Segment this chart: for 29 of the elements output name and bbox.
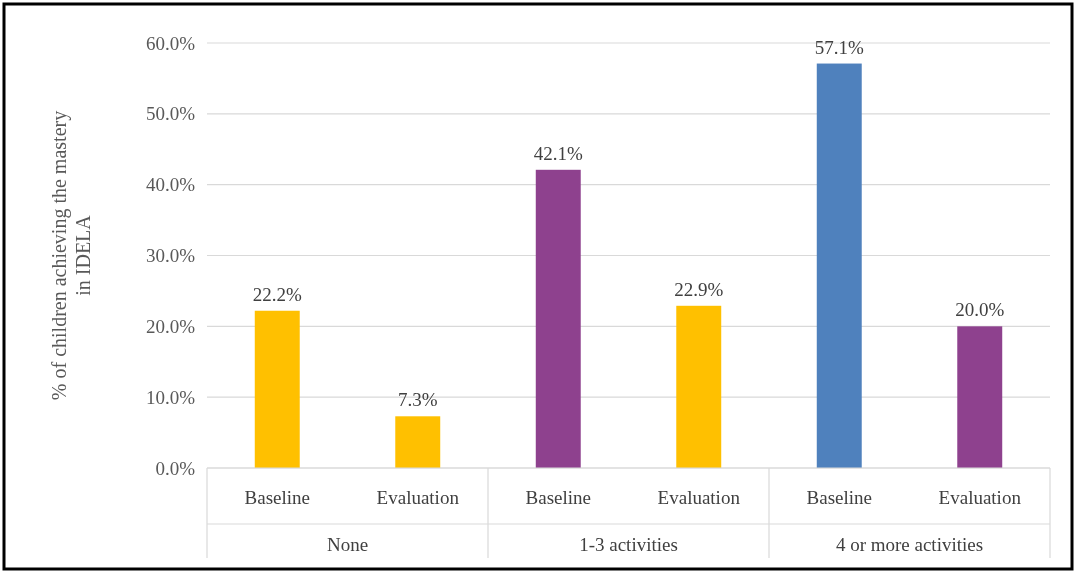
text: None bbox=[326, 534, 369, 555]
bar bbox=[395, 416, 441, 468]
data-label: 57.1% bbox=[814, 36, 864, 58]
y-tick-label: 30.0% bbox=[145, 245, 196, 267]
bar bbox=[957, 326, 1003, 468]
x-tick-label: Baseline bbox=[525, 487, 591, 508]
bar bbox=[816, 63, 862, 468]
text: 4 or more activities bbox=[835, 534, 984, 555]
y-tick-label: 60.0% bbox=[145, 32, 196, 54]
x-tick-label: Evaluation bbox=[938, 487, 1022, 508]
y-tick-label: 40.0% bbox=[145, 174, 196, 196]
bar bbox=[535, 169, 581, 468]
y-tick-label: 10.0% bbox=[145, 386, 196, 408]
data-label: 20.0% bbox=[955, 299, 1005, 321]
x-tick-label: Baseline bbox=[244, 487, 310, 508]
data-label: 22.2% bbox=[252, 283, 302, 305]
x-tick-label: Evaluation bbox=[376, 487, 460, 508]
data-label: 7.3% bbox=[397, 389, 438, 411]
y-tick-label: 0.0% bbox=[155, 457, 196, 479]
bar bbox=[676, 305, 722, 468]
data-label: 42.1% bbox=[533, 142, 583, 164]
y-tick-label: 50.0% bbox=[145, 103, 196, 125]
y-axis-title: % of children achieving the mastery in IDELA bbox=[48, 110, 94, 401]
x-tick-label: Evaluation bbox=[657, 487, 741, 508]
text: 1-3 activities bbox=[579, 534, 678, 555]
x-tick-label: Baseline bbox=[806, 487, 872, 508]
data-label: 22.9% bbox=[674, 278, 724, 300]
y-tick-label: 20.0% bbox=[145, 315, 196, 337]
bar bbox=[254, 310, 300, 468]
